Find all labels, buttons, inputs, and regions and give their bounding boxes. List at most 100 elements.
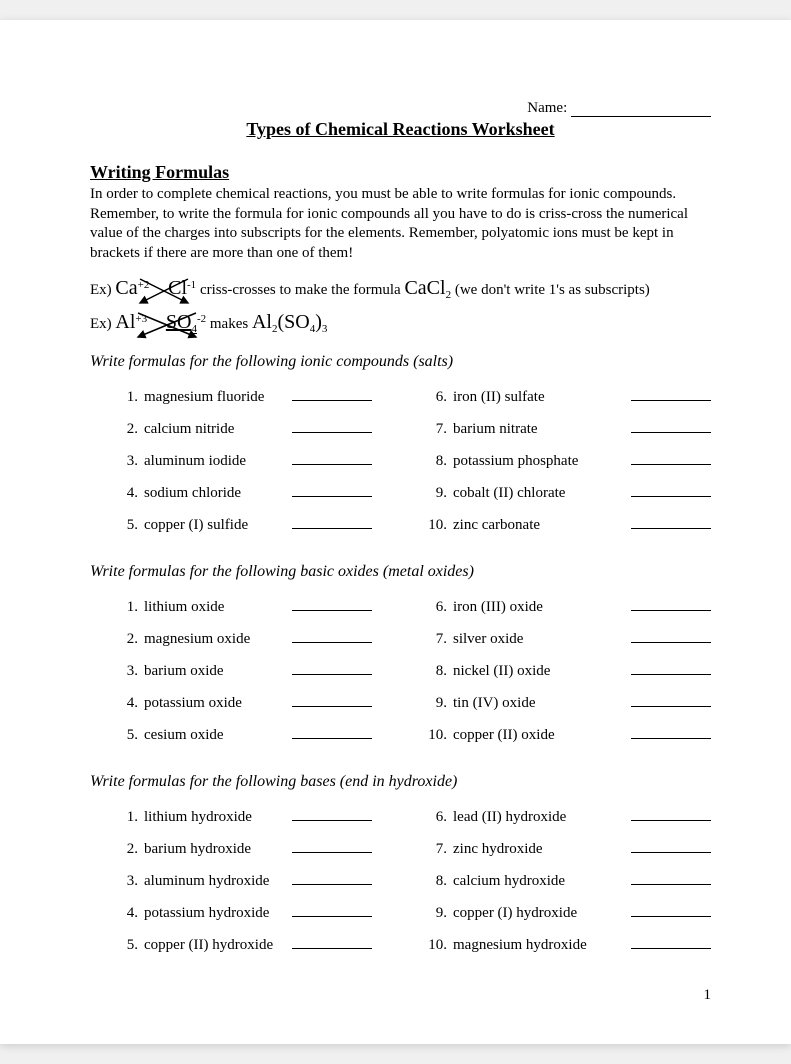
- section-heading: Writing Formulas: [90, 162, 711, 183]
- list-item: 4. potassium hydroxide: [118, 901, 397, 922]
- answer-blank[interactable]: [631, 417, 711, 433]
- item-number: 8.: [427, 453, 447, 470]
- ex2-mid: makes: [210, 316, 252, 332]
- salts-right-col: 6.iron (II) sulfate7.barium nitrate8.pot…: [427, 385, 711, 545]
- example-2: Ex) Al+3 SO4-2 makes Al2(SO4)3: [90, 311, 711, 335]
- item-number: 1.: [118, 809, 138, 826]
- list-item: 1. lithium oxide: [118, 595, 397, 616]
- name-blank[interactable]: [571, 116, 711, 117]
- item-number: 4.: [118, 485, 138, 502]
- oxides-list: 1. lithium oxide 2.magnesium oxide 3. barium…: [118, 595, 711, 755]
- bases-left-col: 1.lithium hydroxide2.barium hydroxide3.a…: [118, 805, 397, 965]
- item-number: 6.: [427, 599, 447, 616]
- ex2-ion2-charge: -2: [197, 313, 206, 325]
- answer-blank[interactable]: [292, 481, 372, 497]
- answer-blank[interactable]: [631, 933, 711, 949]
- item-number: 1.: [118, 599, 138, 616]
- ex2-ion1: Al: [115, 311, 135, 333]
- item-label: silver oxide: [453, 631, 623, 648]
- answer-blank[interactable]: [292, 869, 372, 885]
- answer-blank[interactable]: [631, 449, 711, 465]
- item-label: barium oxide: [144, 663, 284, 680]
- item-label: nickel (II) oxide: [453, 663, 623, 680]
- item-number: 3.: [118, 873, 138, 890]
- item-label: copper (II) oxide: [453, 727, 623, 744]
- list-item: 5. cesium oxide: [118, 723, 397, 744]
- item-label: magnesium hydroxide: [453, 937, 623, 954]
- answer-blank[interactable]: [292, 933, 372, 949]
- answer-blank[interactable]: [631, 385, 711, 401]
- example-1: Ex) Ca+2 Cl-1 criss-crosses to make the …: [90, 277, 711, 301]
- item-number: 10.: [427, 937, 447, 954]
- answer-blank[interactable]: [631, 869, 711, 885]
- answer-blank[interactable]: [292, 659, 372, 675]
- item-label: cesium oxide: [144, 727, 284, 744]
- list-item: 8.potassium phosphate: [427, 449, 711, 470]
- item-number: 10.: [427, 727, 447, 744]
- ex2-ion2: SO: [166, 311, 192, 333]
- list-item: 2.barium hydroxide: [118, 837, 397, 858]
- item-label: barium nitrate: [453, 421, 623, 438]
- ex1-ion1-charge: +2: [138, 279, 150, 291]
- list-item: 5.copper (II) hydroxide: [118, 933, 397, 954]
- answer-blank[interactable]: [292, 837, 372, 853]
- item-number: 2.: [118, 421, 138, 438]
- list-item: 1.lithium hydroxide: [118, 805, 397, 826]
- bases-right-col: 6.lead (II) hydroxide7.zinc hydroxide8.c…: [427, 805, 711, 965]
- item-number: 2.: [118, 631, 138, 648]
- answer-blank[interactable]: [631, 659, 711, 675]
- item-number: 3.: [118, 663, 138, 680]
- item-number: 10.: [427, 517, 447, 534]
- answer-blank[interactable]: [631, 595, 711, 611]
- answer-blank[interactable]: [292, 595, 372, 611]
- page-number: 1: [704, 987, 712, 1004]
- item-number: 6.: [427, 809, 447, 826]
- list-item: 6.iron (II) sulfate: [427, 385, 711, 406]
- answer-blank[interactable]: [292, 449, 372, 465]
- salts-left-col: 1.magnesium fluoride2.calcium nitride3.a…: [118, 385, 397, 545]
- answer-blank[interactable]: [631, 691, 711, 707]
- item-number: 5.: [118, 727, 138, 744]
- item-label: copper (I) sulfide: [144, 517, 284, 534]
- answer-blank[interactable]: [631, 837, 711, 853]
- answer-blank[interactable]: [631, 901, 711, 917]
- answer-blank[interactable]: [292, 627, 372, 643]
- answer-blank[interactable]: [631, 805, 711, 821]
- list-item: 6. lead (II) hydroxide: [427, 805, 711, 826]
- list-item: 8.nickel (II) oxide: [427, 659, 711, 680]
- answer-blank[interactable]: [631, 723, 711, 739]
- answer-blank[interactable]: [631, 627, 711, 643]
- item-label: magnesium fluoride: [144, 389, 284, 406]
- answer-blank[interactable]: [292, 513, 372, 529]
- ex1-result-sub: 2: [446, 289, 452, 301]
- list-item: 3. barium oxide: [118, 659, 397, 680]
- item-label: potassium hydroxide: [144, 905, 284, 922]
- answer-blank[interactable]: [292, 901, 372, 917]
- item-label: copper (I) hydroxide: [453, 905, 623, 922]
- answer-blank[interactable]: [292, 723, 372, 739]
- item-number: 9.: [427, 695, 447, 712]
- list-item: 10.zinc carbonate: [427, 513, 711, 534]
- item-label: sodium chloride: [144, 485, 284, 502]
- item-number: 4.: [118, 905, 138, 922]
- answer-blank[interactable]: [292, 805, 372, 821]
- prompt-bases: Write formulas for the following bases (…: [90, 773, 711, 791]
- ex1-ion1: Ca: [115, 277, 137, 299]
- answer-blank[interactable]: [631, 481, 711, 497]
- item-label: zinc hydroxide: [453, 841, 623, 858]
- ex1-ion2: Cl: [168, 277, 187, 299]
- answer-blank[interactable]: [292, 385, 372, 401]
- bases-list: 1.lithium hydroxide2.barium hydroxide3.a…: [118, 805, 711, 965]
- answer-blank[interactable]: [631, 513, 711, 529]
- answer-blank[interactable]: [292, 417, 372, 433]
- list-item: 2.magnesium oxide: [118, 627, 397, 648]
- item-label: lead (II) hydroxide: [453, 809, 623, 826]
- answer-blank[interactable]: [292, 691, 372, 707]
- ex2-ion1-charge: +3: [135, 313, 147, 325]
- item-label: lithium oxide: [144, 599, 284, 616]
- item-number: 8.: [427, 873, 447, 890]
- item-label: calcium hydroxide: [453, 873, 623, 890]
- name-line: Name:: [90, 100, 711, 117]
- item-label: barium hydroxide: [144, 841, 284, 858]
- list-item: 10. magnesium hydroxide: [427, 933, 711, 954]
